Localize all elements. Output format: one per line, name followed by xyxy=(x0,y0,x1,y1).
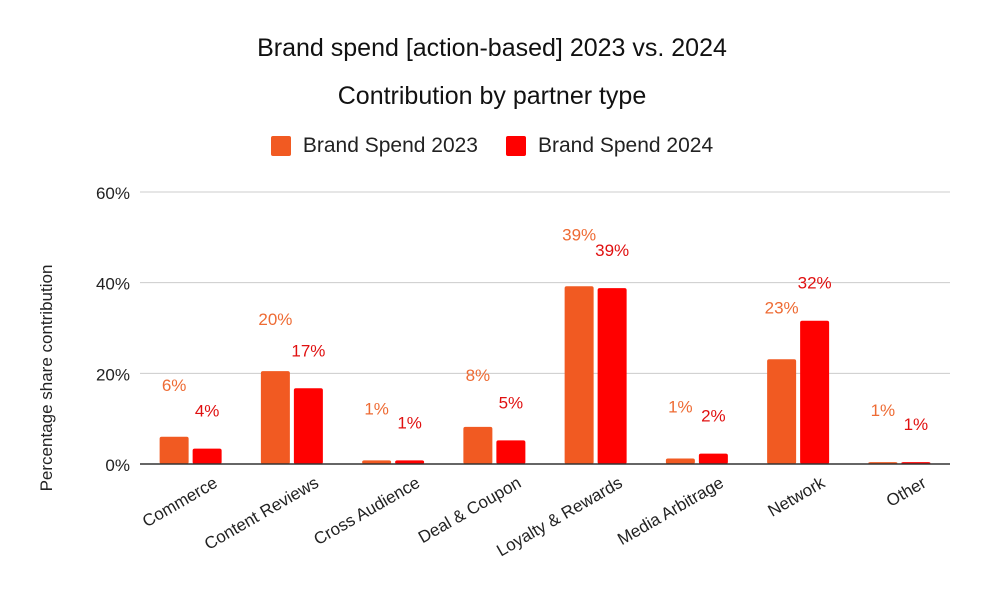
bar-2023 xyxy=(260,371,290,464)
bar-2024 xyxy=(293,388,323,464)
legend: Brand Spend 2023 Brand Spend 2024 xyxy=(0,134,984,158)
y-tick-label: 20% xyxy=(96,365,130,384)
data-label: 1% xyxy=(364,399,389,418)
legend-label-2023: Brand Spend 2023 xyxy=(302,134,478,157)
x-tick-label: Other xyxy=(883,473,930,511)
data-label: 2% xyxy=(701,407,726,426)
x-tick-label: Content Reviews xyxy=(201,473,322,554)
data-label: 23% xyxy=(765,298,799,317)
y-tick-label: 60% xyxy=(96,184,130,203)
data-label: 39% xyxy=(562,225,596,244)
data-label: 1% xyxy=(397,413,422,432)
x-tick-label: Cross Audience xyxy=(311,473,424,549)
chart-title: Brand spend [action-based] 2023 vs. 2024 xyxy=(257,34,727,62)
data-label: 17% xyxy=(291,341,325,360)
data-label: 8% xyxy=(466,366,491,385)
bar-2024 xyxy=(496,440,526,464)
y-axis-label: Percentage share contribution xyxy=(37,265,56,492)
legend-item-2023[interactable]: Brand Spend 2023 xyxy=(270,134,478,158)
data-label: 5% xyxy=(499,393,524,412)
data-label: 20% xyxy=(258,310,292,329)
legend-item-2024[interactable]: Brand Spend 2024 xyxy=(506,134,713,158)
y-tick-label: 40% xyxy=(96,275,130,294)
bar-2023 xyxy=(564,286,594,464)
data-label: 1% xyxy=(871,401,896,420)
legend-label-2024: Brand Spend 2024 xyxy=(538,134,714,157)
chart-subtitle: Contribution by partner type xyxy=(337,82,647,110)
x-tick-label: Media Arbitrage xyxy=(614,473,727,549)
bar-2023 xyxy=(159,436,189,464)
bar-2023 xyxy=(463,426,493,464)
bar-2023 xyxy=(665,458,695,464)
y-tick-label: 0% xyxy=(105,456,130,475)
bar-2024 xyxy=(597,288,627,464)
bar-2024 xyxy=(192,448,222,464)
x-tick-label: Network xyxy=(765,473,829,521)
legend-swatch-2023 xyxy=(270,136,291,156)
bar-2023 xyxy=(767,359,797,464)
bar-2024 xyxy=(800,320,830,464)
bar-2024 xyxy=(698,453,728,464)
data-label: 1% xyxy=(904,415,929,434)
bar-2024 xyxy=(395,460,425,464)
data-label: 6% xyxy=(162,376,187,395)
data-label: 1% xyxy=(668,398,693,417)
data-label: 4% xyxy=(195,402,220,421)
data-label: 32% xyxy=(798,274,832,293)
bar-2023 xyxy=(362,460,392,464)
legend-swatch-2024 xyxy=(506,136,526,156)
data-label: 39% xyxy=(595,241,629,260)
x-tick-label: Commerce xyxy=(139,473,220,531)
